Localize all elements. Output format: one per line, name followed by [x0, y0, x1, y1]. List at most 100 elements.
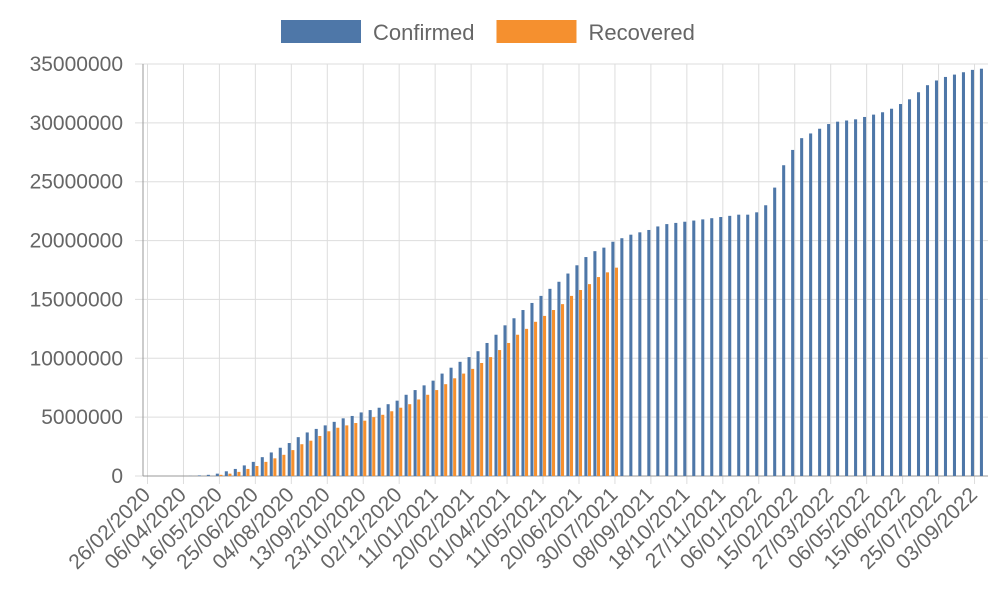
bar [674, 222, 678, 476]
bar [827, 124, 831, 476]
bar [773, 187, 777, 476]
bar [215, 473, 219, 476]
bar [656, 226, 660, 476]
y-tick-label: 30000000 [30, 112, 123, 135]
bar [408, 404, 412, 476]
bar [809, 133, 813, 477]
bar [327, 431, 331, 476]
bar [566, 273, 570, 476]
bar [476, 351, 480, 476]
bar [543, 315, 547, 476]
bar [569, 295, 574, 476]
bar [557, 281, 561, 476]
bar [943, 76, 948, 476]
bar [485, 342, 489, 476]
bar [309, 440, 313, 476]
y-tick-label: 35000000 [30, 53, 123, 76]
bar [498, 350, 502, 476]
bar [278, 447, 282, 476]
bar [386, 404, 390, 476]
bar [323, 425, 327, 476]
bar [426, 394, 430, 476]
bar [471, 368, 475, 476]
bar [647, 229, 651, 476]
bar [701, 219, 705, 476]
bar [728, 215, 732, 476]
bar [404, 394, 408, 476]
bar [934, 80, 939, 476]
bar [372, 417, 376, 476]
bar [548, 288, 552, 476]
bar [435, 390, 439, 476]
legend-label: Confirmed [373, 20, 474, 45]
bar [368, 410, 372, 476]
bar [746, 214, 750, 476]
legend-swatch [281, 20, 361, 43]
bar [521, 310, 525, 476]
bar [800, 138, 804, 476]
bar [764, 205, 768, 476]
bar [584, 257, 588, 476]
bar [614, 267, 618, 476]
bar [494, 334, 498, 476]
bar [665, 224, 669, 476]
bar [413, 390, 417, 476]
bar [863, 116, 867, 476]
bar [638, 232, 642, 476]
bar [381, 414, 385, 476]
bar [282, 454, 286, 476]
bar [596, 277, 601, 476]
bar [440, 373, 444, 476]
bar [228, 473, 232, 476]
bar [552, 310, 556, 476]
y-tick-label: 10000000 [30, 347, 123, 370]
bar [449, 367, 453, 476]
bar [683, 221, 687, 476]
bar [336, 427, 340, 476]
legend-label: Recovered [588, 20, 694, 45]
bar [899, 104, 903, 476]
bar [516, 334, 520, 476]
bar [480, 362, 484, 476]
bar [363, 420, 367, 476]
bar [593, 251, 597, 476]
bar [458, 361, 462, 476]
bar [206, 474, 210, 476]
legend-swatch [496, 20, 577, 43]
bar [260, 457, 264, 476]
bar [503, 325, 507, 476]
bar [907, 99, 912, 477]
bar [881, 112, 885, 477]
bar [345, 425, 349, 476]
bar [507, 342, 511, 476]
bar [350, 415, 354, 476]
bar [970, 69, 974, 476]
bar [444, 384, 448, 476]
y-tick-label: 25000000 [30, 171, 123, 194]
bar [578, 290, 583, 476]
bar [296, 437, 300, 476]
bar [359, 412, 363, 476]
bar [890, 108, 894, 476]
bar [836, 121, 840, 477]
bar [422, 385, 426, 476]
bar [737, 214, 741, 476]
bar [602, 247, 606, 476]
bar [273, 458, 277, 476]
bar [377, 407, 381, 476]
bar [246, 468, 250, 476]
bar [561, 304, 565, 476]
bar [872, 114, 876, 477]
bar [925, 85, 930, 476]
bar [587, 284, 592, 476]
bar [233, 468, 237, 476]
bar [605, 272, 610, 476]
bar [512, 318, 516, 476]
bar [431, 380, 435, 476]
bar [791, 149, 795, 476]
bar [341, 418, 345, 476]
bar [782, 165, 786, 476]
bar [530, 302, 534, 476]
bar [818, 128, 822, 476]
